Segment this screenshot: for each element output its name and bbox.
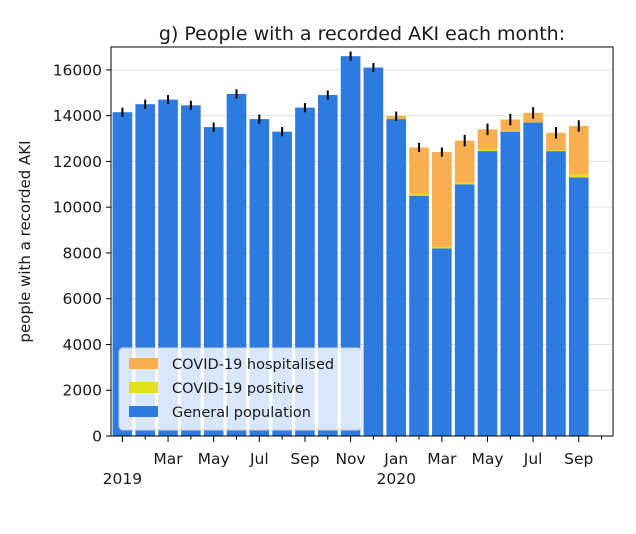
plot-frame bbox=[110, 46, 614, 437]
bar-general-population bbox=[454, 184, 475, 436]
bar-general-population bbox=[477, 151, 498, 437]
bar-covid-19-positive bbox=[568, 174, 589, 178]
bar-covid-19-positive bbox=[409, 193, 429, 196]
legend-label: General population bbox=[172, 405, 311, 421]
bar-covid-19-hospitalised bbox=[477, 129, 498, 150]
bar-covid-19-positive bbox=[432, 246, 452, 249]
bar-covid-19-hospitalised bbox=[454, 140, 475, 183]
bar-general-population bbox=[363, 67, 384, 436]
bar-covid-19-hospitalised bbox=[409, 147, 429, 194]
bar-general-population bbox=[523, 122, 543, 436]
legend-box bbox=[118, 347, 363, 431]
error-bars bbox=[121, 51, 580, 157]
y-tick-label: 14000 bbox=[53, 107, 102, 125]
x-tick-label: Nov bbox=[335, 450, 365, 468]
y-tick-label: 2000 bbox=[63, 382, 102, 400]
x-tick-label: Mar bbox=[153, 450, 183, 468]
bar-general-population bbox=[386, 119, 407, 437]
y-tick-label: 12000 bbox=[53, 153, 102, 171]
bar-general-population bbox=[546, 151, 566, 437]
bar-covid-19-hospitalised bbox=[432, 152, 452, 247]
bar-general-population bbox=[500, 131, 521, 436]
bar-covid-19-positive bbox=[477, 149, 498, 152]
bar-general-population bbox=[409, 195, 429, 436]
legend-label: COVID-19 positive bbox=[172, 381, 304, 397]
x-year-label: 2020 bbox=[377, 470, 416, 488]
x-tick-label: Sep bbox=[290, 450, 319, 468]
bar-covid-19-hospitalised bbox=[546, 132, 566, 151]
legend-swatch bbox=[129, 406, 158, 417]
legend-label: COVID-19 hospitalised bbox=[172, 357, 334, 373]
x-year-label: 2019 bbox=[103, 470, 142, 488]
bar-covid-19-positive bbox=[546, 150, 566, 152]
x-tick-label: Sep bbox=[564, 450, 593, 468]
bar-general-population bbox=[340, 56, 361, 436]
y-tick-label: 4000 bbox=[63, 336, 102, 354]
y-tick-label: 10000 bbox=[53, 199, 102, 217]
bar-general-population bbox=[432, 248, 452, 436]
legend-swatch bbox=[129, 358, 158, 369]
x-tick-label: Mar bbox=[427, 450, 457, 468]
chart-title: g) People with a recorded AKI each month… bbox=[159, 23, 565, 45]
x-tick-label: Jan bbox=[383, 450, 408, 468]
y-axis: 0 2000 4000 6000 8000 10000 12000 14000 16000 bbox=[53, 61, 111, 446]
x-axis: 2019 Mar May Jul Sep Nov Jan 2020 Mar May Jul Sep bbox=[103, 436, 603, 488]
legend-swatch bbox=[129, 382, 158, 393]
y-tick-label: 0 bbox=[92, 428, 102, 446]
bar-covid-19-hospitalised bbox=[568, 125, 589, 175]
x-tick-label: Jul bbox=[249, 450, 269, 468]
bar-general-population bbox=[568, 177, 589, 436]
x-tick-label: May bbox=[471, 450, 503, 468]
bar-covid-19-positive bbox=[500, 130, 521, 132]
y-tick-label: 8000 bbox=[63, 244, 102, 262]
legend: COVID-19 hospitalised COVID-19 positive Ge… bbox=[118, 347, 363, 431]
y-tick-label: 16000 bbox=[53, 61, 102, 79]
y-axis-label: people with a recorded AKI bbox=[16, 140, 34, 342]
bar-covid-19-positive bbox=[454, 182, 475, 185]
x-tick-label: Jul bbox=[523, 450, 543, 468]
y-tick-label: 6000 bbox=[63, 290, 102, 308]
x-tick-label: May bbox=[198, 450, 230, 468]
